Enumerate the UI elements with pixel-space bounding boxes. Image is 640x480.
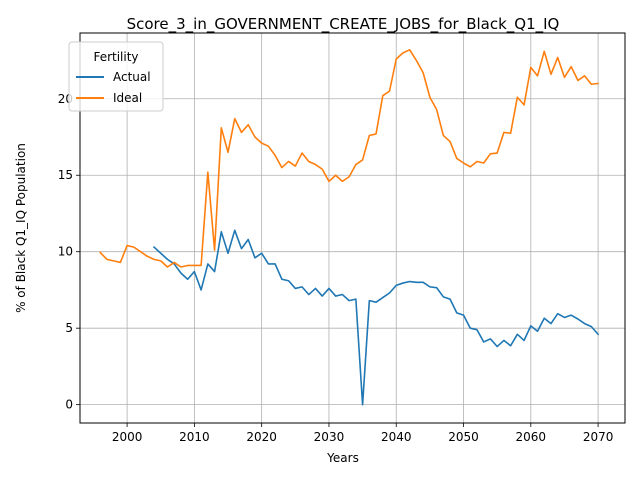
series-lines [99,49,600,406]
legend-frame [68,41,164,112]
x-tick-label: 2060 [516,430,547,444]
y-axis-label: % of Black Q1_IQ Population [14,143,28,313]
x-axis-label: Years [326,451,359,465]
y-tick-label: 0 [65,398,73,412]
legend-title: Fertility [93,50,138,64]
x-tick-label: 2070 [583,430,614,444]
y-tick-label: 10 [58,245,73,259]
legend: Fertility Actual Ideal [68,41,164,112]
chart-title: Score_3_in_GOVERNMENT_CREATE_JOBS_for_Bl… [127,15,560,34]
x-tick-label: 2010 [179,430,210,444]
x-tick-label: 2000 [112,430,143,444]
legend-label-actual: Actual [113,70,151,84]
x-tick-label: 2050 [448,430,479,444]
y-tick-label: 15 [58,168,73,182]
x-tick-label: 2020 [246,430,277,444]
plot-area-frame [79,32,626,424]
y-tick-label: 5 [65,321,73,335]
x-tick-label: 2040 [381,430,412,444]
series-line-ideal [99,49,599,268]
legend-label-ideal: Ideal [113,91,142,105]
x-tick-label: 2030 [314,430,345,444]
series-line-actual [152,229,600,406]
